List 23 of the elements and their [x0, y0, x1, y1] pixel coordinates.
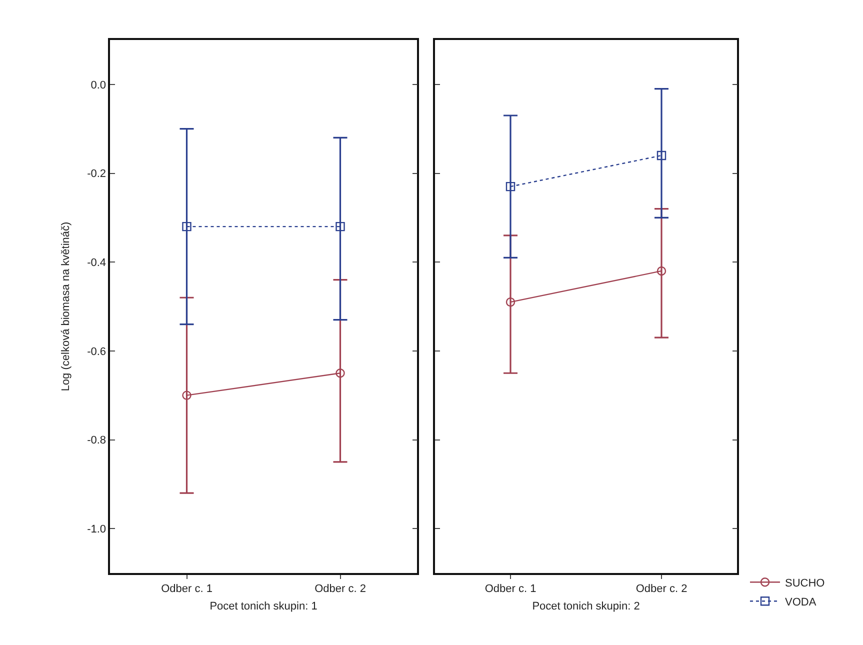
x-tick-label: Odber c. 1: [484, 582, 536, 595]
y-axis-title: Log (celková biomasa na květináč): [60, 222, 72, 392]
point: [506, 297, 516, 307]
point: [656, 266, 666, 276]
point: [336, 222, 345, 232]
point: [506, 182, 516, 192]
x-tick-label: Odber c. 1: [161, 582, 212, 595]
y-tick-label: -0.8: [87, 434, 106, 447]
point: [182, 390, 192, 400]
point: [182, 222, 192, 232]
x-axis-title: Pocet tonich skupin: 2: [532, 600, 640, 613]
y-tick-label: 0.0: [90, 79, 106, 92]
y-tick-label: -0.6: [87, 346, 106, 358]
x-axis-title: Pocet tonich skupin: 1: [210, 600, 318, 613]
y-tick-label: -1.0: [87, 523, 106, 536]
y-tick-label: -0.2: [87, 168, 106, 180]
y-tick-label: -0.4: [87, 256, 106, 269]
x-tick-label: Odber c. 2: [636, 582, 688, 595]
x-tick-label: Odber c. 2: [314, 582, 366, 595]
point: [336, 368, 345, 378]
legend-label: VODA: [785, 596, 817, 608]
legend-label: SUCHO: [785, 577, 826, 590]
point: [656, 150, 666, 160]
